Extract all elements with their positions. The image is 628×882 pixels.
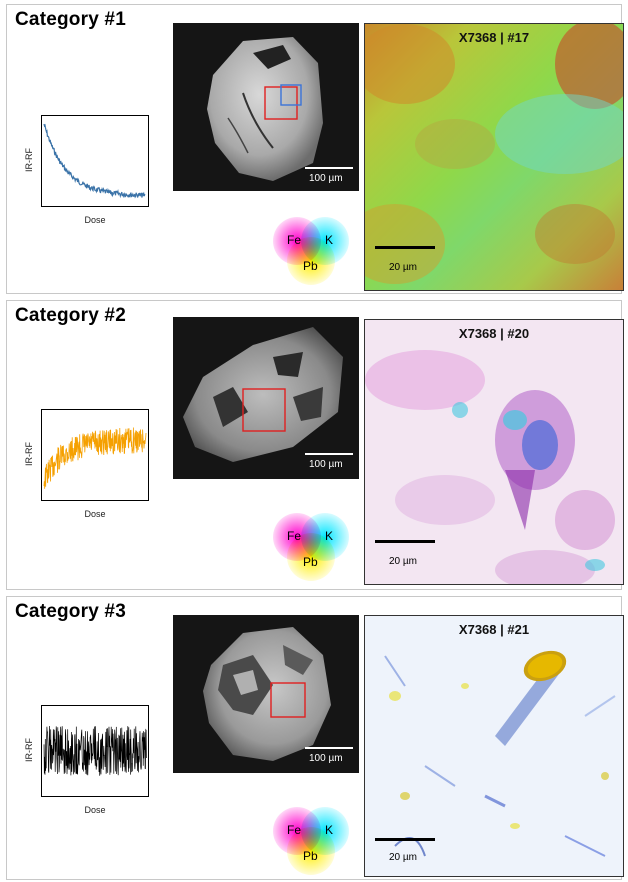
y-axis-label: IR-RF <box>24 148 34 172</box>
legend-label-k: K <box>325 529 334 543</box>
map-scale-bar <box>375 838 435 841</box>
roi-box-red <box>270 682 306 718</box>
irrf-plot-noise <box>41 705 149 797</box>
sem-scale-bar <box>305 167 353 169</box>
map-title: X7368 | #21 <box>458 622 530 637</box>
sem-image: 100 µm <box>173 615 359 773</box>
category-title: Category #1 <box>15 9 126 30</box>
map-title: X7368 | #20 <box>458 326 530 341</box>
roi-box-red <box>242 388 286 432</box>
sem-image: 100 µm <box>173 23 359 191</box>
map-title: X7368 | #17 <box>458 30 530 45</box>
rgb-legend: Fe K Pb <box>267 215 355 287</box>
element-map: X7368 | #21 20 µm <box>364 615 624 877</box>
noise-trace <box>43 725 147 776</box>
legend-label-fe: Fe <box>287 823 302 837</box>
growth-trace <box>43 427 147 489</box>
legend-label-pb: Pb <box>303 259 318 273</box>
sem-scale-label: 100 µm <box>309 173 343 184</box>
sem-scale-label: 100 µm <box>309 753 343 764</box>
legend-label-k: K <box>325 823 334 837</box>
decay-trace <box>43 123 146 199</box>
y-axis-label: IR-RF <box>24 442 34 466</box>
category-title: Category #3 <box>15 601 126 622</box>
map-scale-label: 20 µm <box>389 262 417 273</box>
category-panel-3: Category #3 IR-RF Dose 100 µm <box>6 596 624 880</box>
x-axis-label: Dose <box>84 805 106 815</box>
legend-label-pb: Pb <box>303 555 318 569</box>
map-scale-bar <box>375 540 435 543</box>
category-panel-2: Category #2 IR-RF Dose 100 µm <box>6 300 624 590</box>
map-scale-bar <box>375 246 435 249</box>
irrf-plot-growth <box>41 409 149 501</box>
element-map: X7368 | #17 20 µm <box>364 23 624 291</box>
category-panel-1: Category #1 IR-RF Dose 100 µm <box>6 4 624 294</box>
element-map: X7368 | #20 20 µm <box>364 319 624 585</box>
legend-label-pb: Pb <box>303 849 318 863</box>
x-axis-label: Dose <box>84 509 106 519</box>
sem-scale-bar <box>305 453 353 455</box>
sem-scale-bar <box>305 747 353 749</box>
roi-box-blue <box>280 84 302 106</box>
y-axis-label: IR-RF <box>24 738 34 762</box>
irrf-plot-decay <box>41 115 149 207</box>
sem-image: 100 µm <box>173 317 359 479</box>
legend-label-fe: Fe <box>287 233 302 247</box>
x-axis-label: Dose <box>84 215 106 225</box>
legend-label-fe: Fe <box>287 529 302 543</box>
sem-scale-label: 100 µm <box>309 459 343 470</box>
legend-label-k: K <box>325 233 334 247</box>
map-scale-label: 20 µm <box>389 852 417 863</box>
map-scale-label: 20 µm <box>389 556 417 567</box>
category-title: Category #2 <box>15 305 126 326</box>
rgb-legend: Fe K Pb <box>267 805 355 877</box>
rgb-legend: Fe K Pb <box>267 511 355 583</box>
grain-shape <box>183 327 343 462</box>
